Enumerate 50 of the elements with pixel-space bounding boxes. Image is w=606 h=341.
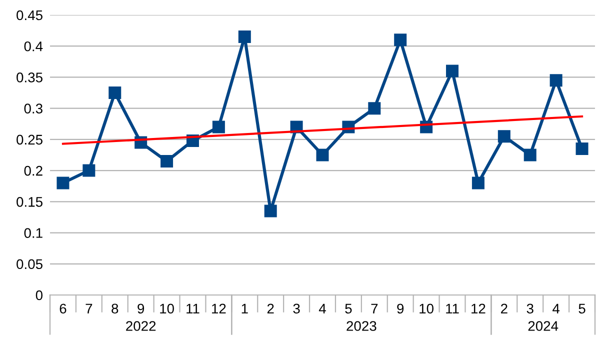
x-tick-label: 8: [112, 304, 118, 314]
x-tick-label: 7: [371, 304, 378, 314]
y-tick-label: 0.1: [24, 228, 42, 238]
y-tick-label: 0.2: [24, 166, 42, 176]
x-tick-label: 12: [212, 304, 226, 314]
x-tick-label: 3: [293, 304, 300, 314]
x-tick-label: 11: [186, 304, 200, 314]
point: [472, 176, 484, 190]
x-tick-label: 2: [501, 304, 508, 314]
y-tick-label: 0.05: [16, 259, 42, 270]
x-tick-label: 4: [318, 304, 326, 314]
x-tick-label: 1: [242, 304, 248, 314]
point: [264, 204, 277, 218]
point: [160, 154, 174, 168]
y-tick-label: 0.4: [24, 41, 43, 52]
x-tick-label: 7: [86, 304, 92, 314]
x-tick-label: 3: [526, 304, 534, 314]
point: [368, 102, 381, 115]
point: [238, 30, 251, 44]
point: [550, 74, 562, 87]
point: [108, 86, 122, 100]
point: [524, 148, 536, 162]
x-tick-label: 11: [446, 304, 459, 314]
y-tick-label: 0.3: [24, 104, 42, 114]
text: 2022: [126, 321, 156, 331]
y-tick-label: 0.25: [16, 134, 42, 145]
point: [212, 120, 225, 134]
y-tick-label: 0.45: [16, 10, 42, 20]
y-tick-label: 0.35: [16, 72, 42, 82]
y-tick-label: 0.15: [16, 197, 42, 207]
x-tick-label: 5: [345, 304, 352, 314]
x-tick-label: 10: [420, 304, 434, 314]
point: [576, 142, 588, 156]
text: 2023: [346, 321, 376, 331]
x-tick-label: 2: [267, 304, 274, 314]
point: [394, 34, 407, 46]
text: 2024: [528, 321, 558, 331]
x-tick-label: 9: [397, 304, 404, 314]
point: [446, 64, 459, 78]
point: [56, 176, 70, 190]
x-tick-label: 10: [160, 304, 174, 314]
point: [316, 148, 329, 162]
point: [498, 130, 510, 143]
x-tick-label: 6: [60, 304, 66, 314]
x-tick-label: 9: [138, 304, 144, 314]
x-tick-label: 12: [472, 304, 486, 314]
point: [82, 164, 96, 177]
x-tick-label: 4: [552, 304, 560, 314]
x-tick-label: 5: [578, 304, 586, 314]
y-tick-label: 0: [36, 290, 43, 300]
